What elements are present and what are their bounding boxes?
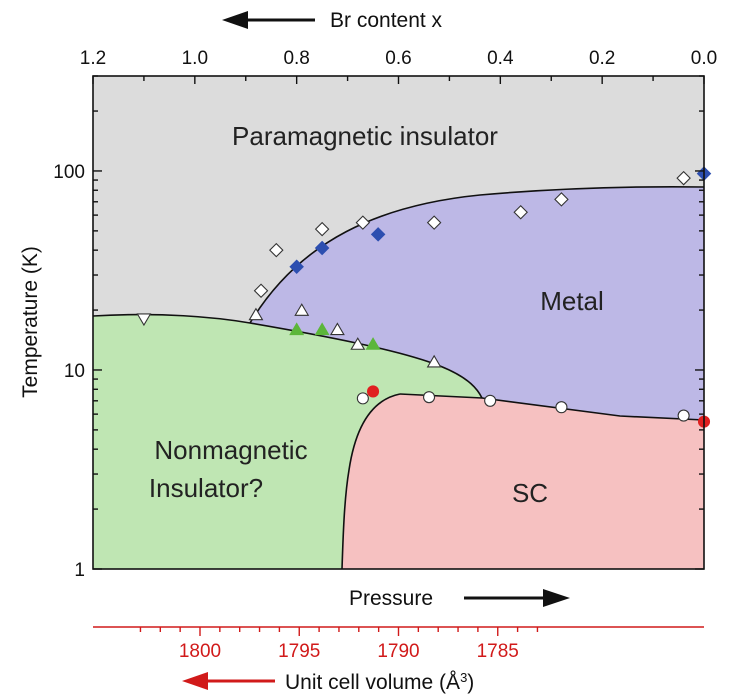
top-tick-label: 0.2 <box>589 48 615 69</box>
marker-triangle-down-open <box>136 313 152 327</box>
top-tick-label: 1.2 <box>80 48 106 69</box>
marker-diamond-open <box>554 192 569 207</box>
marker-triangle-up-open <box>294 303 310 316</box>
region-fills <box>93 76 704 569</box>
marker-diamond-filled <box>314 240 330 256</box>
volume-axis-ticks <box>139 627 539 636</box>
top-tick-label: 0.6 <box>385 48 411 69</box>
marker-circle-open <box>484 394 497 407</box>
volume-arrow <box>182 672 275 690</box>
y-tick-label: 100 <box>53 162 85 183</box>
phase-boundaries <box>92 185 705 570</box>
marker-diamond-open <box>314 221 330 237</box>
marker-circle-open <box>677 409 690 422</box>
marker-diamond-filled <box>370 227 386 242</box>
marker-triangle-up-filled <box>289 322 305 336</box>
top-tick-label: 0.8 <box>283 48 309 69</box>
marker-triangle-up-open <box>350 337 366 350</box>
volume-label-end: ) <box>467 671 474 694</box>
boundary-nonmagnetic <box>92 313 483 399</box>
boundary-sc-top <box>399 393 705 421</box>
marker-triangle-up-filled <box>314 322 330 336</box>
marker-triangle-up-filled <box>365 337 381 350</box>
top-arrow <box>222 11 315 29</box>
y-tick-label: 10 <box>64 361 85 382</box>
top-tick-label: 0.4 <box>487 48 514 69</box>
marker-diamond-open <box>676 170 691 186</box>
label-sc: SC <box>512 478 548 508</box>
region-sc <box>342 394 704 569</box>
y-tick-label: 1 <box>74 560 85 581</box>
label-nonmagnetic-line1: Nonmagnetic <box>154 435 307 465</box>
volume-tick-label: 1790 <box>377 641 419 662</box>
marker-circle-open <box>555 401 568 414</box>
marker-triangle-up-open <box>248 307 264 321</box>
data-markers <box>136 166 712 428</box>
marker-circle-open <box>422 391 436 404</box>
marker-diamond-open <box>426 215 442 230</box>
volume-axis-label: Unit cell volume (Å3) <box>285 670 474 695</box>
volume-tick-label: 1800 <box>179 641 221 662</box>
region-nonmagnetic-insulator <box>93 314 482 569</box>
marker-diamond-open <box>513 204 528 220</box>
x-axis-label: Pressure <box>349 587 433 610</box>
volume-tick-label: 1785 <box>477 641 519 662</box>
marker-triangle-up-open <box>329 322 345 336</box>
boundary-sc-left <box>341 393 401 570</box>
marker-diamond-filled <box>289 259 304 275</box>
marker-circle-open <box>356 392 369 405</box>
axis-ticks <box>92 75 705 570</box>
marker-circle-filled <box>366 385 380 398</box>
volume-label-sup: 3 <box>460 670 467 685</box>
volume-label-main: Unit cell volume (Å <box>285 671 460 694</box>
region-metal <box>250 186 704 420</box>
marker-diamond-open <box>355 215 371 230</box>
label-metal: Metal <box>540 286 604 316</box>
pressure-arrow <box>464 589 570 607</box>
label-paramagnetic-insulator: Paramagnetic insulator <box>232 121 498 151</box>
marker-diamond-open <box>269 242 284 258</box>
label-nonmagnetic-line2: Insulator? <box>149 473 263 503</box>
top-tick-label: 0.0 <box>691 48 717 69</box>
volume-tick-label: 1795 <box>278 641 320 662</box>
y-axis-label: Temperature (K) <box>19 246 42 398</box>
boundary-metal-insulator <box>249 185 705 324</box>
marker-triangle-up-open <box>426 354 442 368</box>
marker-diamond-open <box>253 283 269 299</box>
top-tick-label: 1.0 <box>182 48 208 69</box>
top-axis-label: Br content x <box>330 9 443 32</box>
